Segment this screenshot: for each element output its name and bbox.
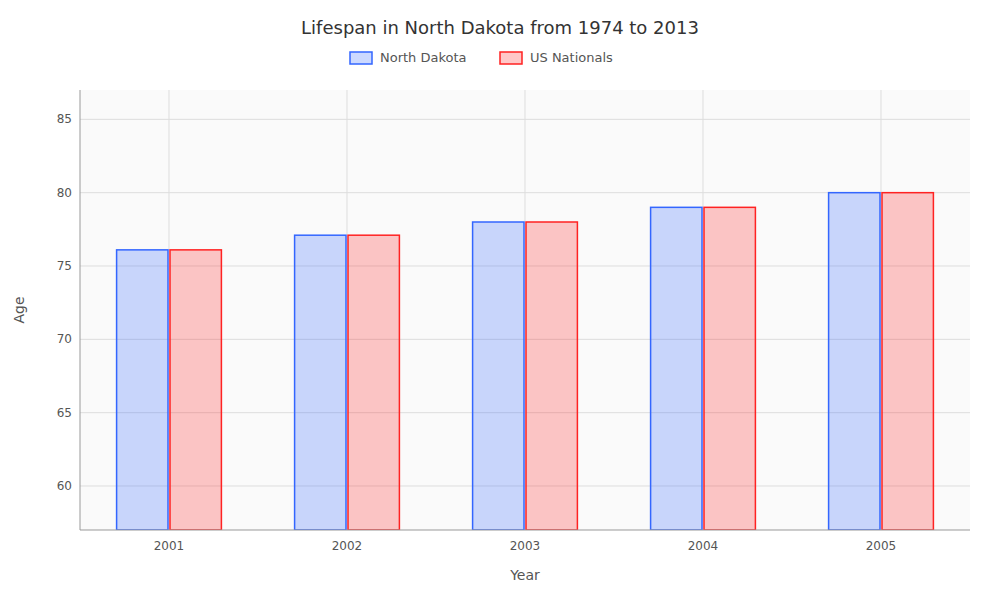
bars <box>117 193 934 530</box>
bar <box>117 250 168 530</box>
x-axis-label: Year <box>509 567 540 583</box>
legend-swatch <box>350 52 372 64</box>
legend: North Dakota US Nationals <box>350 50 613 65</box>
x-axis-line <box>80 530 970 531</box>
bar <box>882 193 933 530</box>
bar <box>651 207 702 530</box>
y-tick-label: 75 <box>57 259 72 273</box>
bar <box>348 235 399 530</box>
plot-area <box>80 90 970 530</box>
y-axis-label: Age <box>11 296 27 323</box>
x-tick-label: 2004 <box>688 539 719 553</box>
y-tick-label: 80 <box>57 186 72 200</box>
x-tick-label: 2002 <box>332 539 363 553</box>
y-tick-label: 60 <box>57 479 72 493</box>
legend-label: US Nationals <box>530 50 613 65</box>
y-tick-label: 85 <box>57 112 72 126</box>
y-tick-label: 65 <box>57 406 72 420</box>
bar <box>170 250 221 530</box>
legend-label: North Dakota <box>380 50 467 65</box>
y-tick-label: 70 <box>57 332 72 346</box>
title: Lifespan in North Dakota from 1974 to 20… <box>301 17 699 38</box>
bar <box>704 207 755 530</box>
chart: Lifespan in North Dakota from 1974 to 20… <box>0 0 1000 600</box>
legend-swatch <box>500 52 522 64</box>
bar <box>526 222 577 530</box>
x-tick-label: 2003 <box>510 539 541 553</box>
x-tick-label: 2005 <box>866 539 897 553</box>
y-axis-line <box>80 90 81 530</box>
bar <box>829 193 880 530</box>
bar <box>473 222 524 530</box>
bar <box>295 235 346 530</box>
x-tick-label: 2001 <box>154 539 185 553</box>
